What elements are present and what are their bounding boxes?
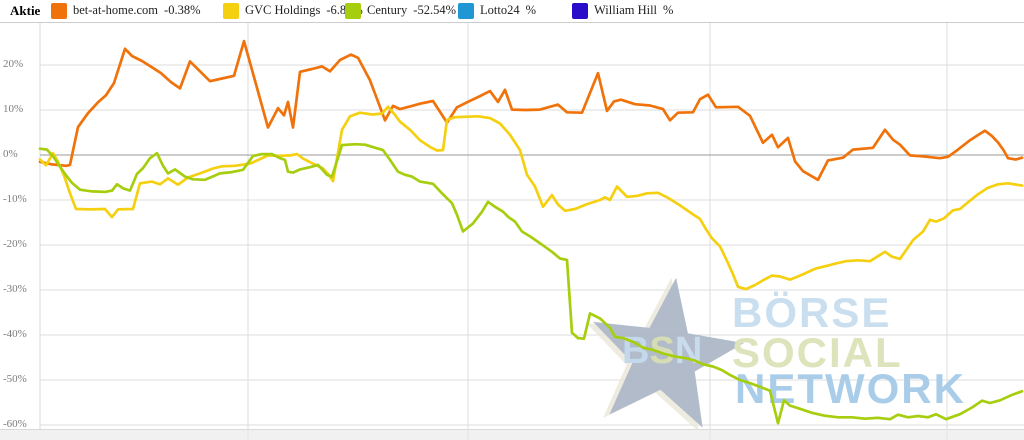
y-tick-label: -20% (3, 238, 27, 250)
series-line-bet-at-home-com (38, 39, 1024, 182)
y-tick-label: -30% (3, 283, 27, 295)
legend-change-value: % (663, 3, 674, 17)
watermark-line-boerse: BÖRSE (732, 289, 891, 336)
grid-layer (39, 22, 1024, 429)
legend-swatch (345, 3, 361, 19)
legend-swatch (223, 3, 239, 19)
legend-label: Lotto24% (480, 3, 537, 17)
y-tick-label: -40% (3, 328, 27, 340)
y-tick-label: 0% (3, 148, 18, 160)
legend-title: Aktie (10, 3, 41, 18)
legend: Aktie bet-at-home.com-0.38%GVC Holdings-… (0, 0, 1024, 23)
legend-change-value: % (525, 3, 537, 17)
watermark-line-network: NETWORK (735, 365, 966, 412)
watermark-line-social: SOCIAL (732, 329, 903, 376)
y-tick-label: 10% (3, 103, 23, 115)
legend-change-value: -52.54% (413, 3, 456, 17)
bsn-star-icon (593, 277, 744, 428)
y-tick-label: -10% (3, 193, 27, 205)
legend-swatch (572, 3, 588, 19)
x-axis-band (0, 429, 1024, 440)
watermark-bsn: BSN BÖRSE SOCIAL NETWORK (586, 277, 966, 432)
legend-change-value: -0.38% (164, 3, 201, 17)
legend-label: Century -52.54% (367, 3, 456, 17)
series-line-gvc-holdings (38, 105, 1024, 291)
y-tick-label: -60% (3, 418, 27, 430)
y-tick-label: -50% (3, 373, 27, 385)
axis-layer: 20% 10% 0% -10% -20% -30% -40% -50% -60% (0, 58, 1024, 440)
legend-swatch (51, 3, 67, 19)
y-tick-label: 20% (3, 58, 23, 70)
series-line-century (38, 142, 1024, 425)
bsn-star-label: BSN (622, 330, 702, 372)
legend-label: William Hill% (594, 3, 674, 17)
series-layer (38, 39, 1024, 425)
legend-swatch (458, 3, 474, 19)
legend-label: bet-at-home.com -0.38% (73, 3, 201, 17)
